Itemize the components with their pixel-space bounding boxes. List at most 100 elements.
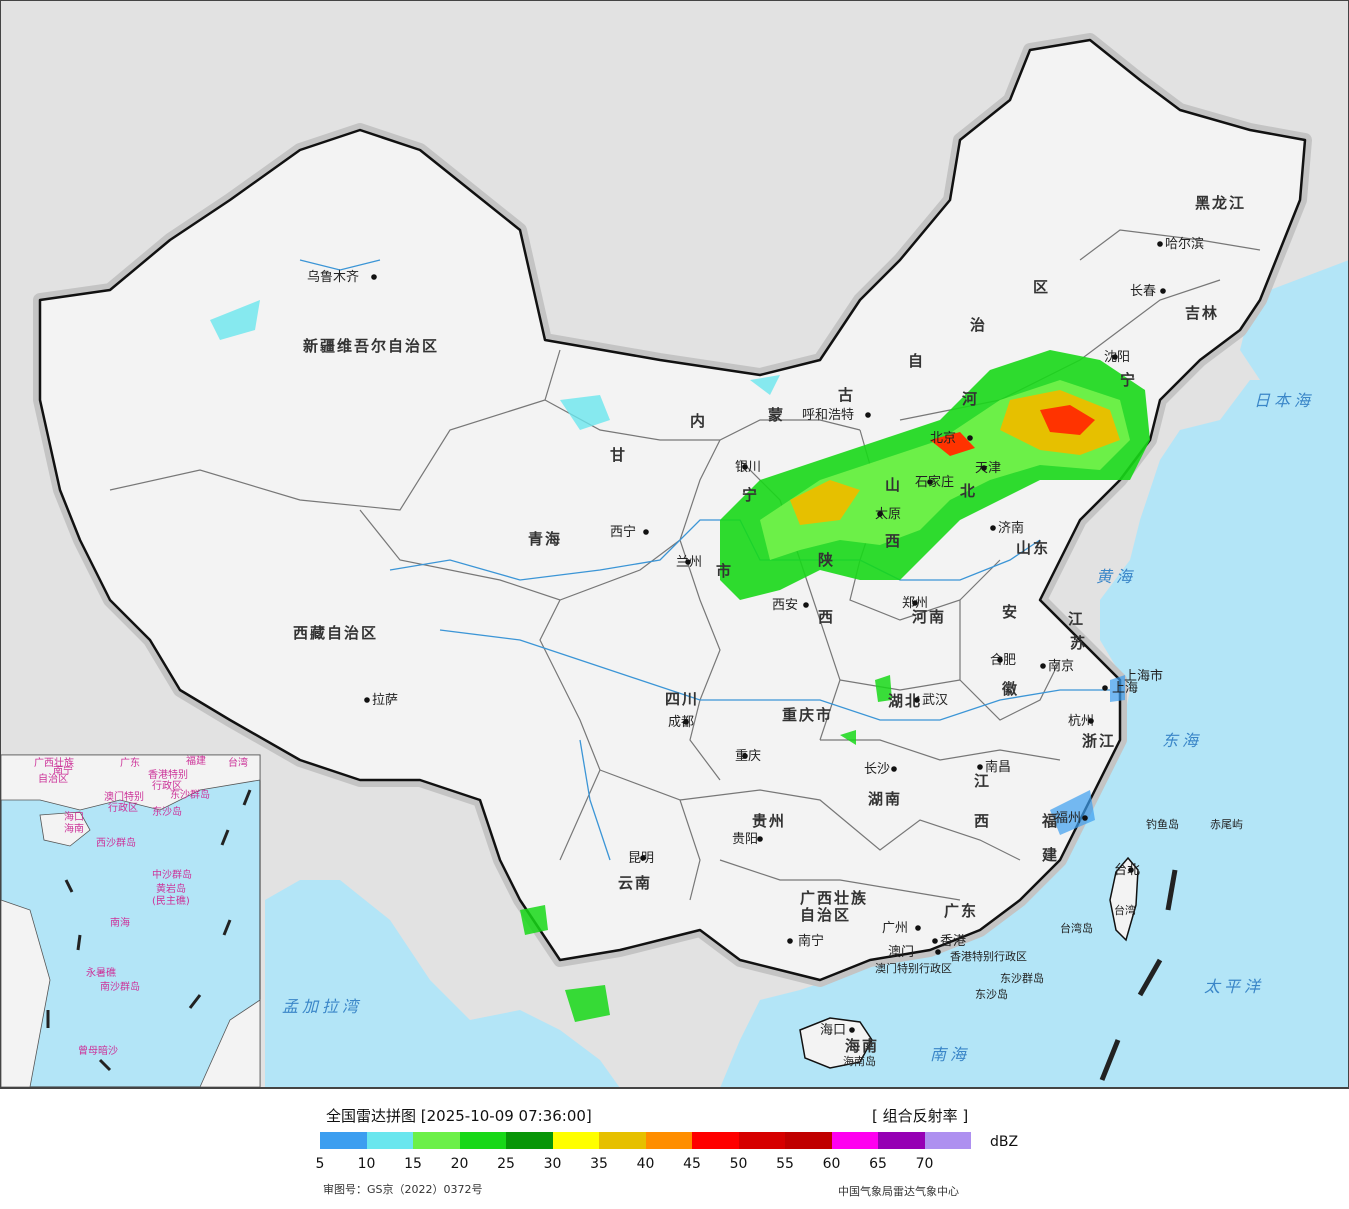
color-swatch bbox=[785, 1132, 832, 1149]
sea-west bbox=[265, 880, 620, 1088]
province-label: 广西壮族 bbox=[800, 889, 868, 907]
color-swatch bbox=[878, 1132, 925, 1149]
color-swatch bbox=[506, 1132, 553, 1149]
city-marker bbox=[990, 525, 996, 531]
special-label: 香港特别行政区 bbox=[950, 949, 1027, 963]
province-label: 湖南 bbox=[868, 790, 902, 808]
color-swatch bbox=[459, 1132, 506, 1149]
province-label: 徽 bbox=[1001, 680, 1019, 698]
color-swatch bbox=[552, 1132, 599, 1149]
city-label: 长沙 bbox=[864, 762, 890, 777]
inset-label: 广西壮族 bbox=[34, 756, 74, 769]
city-label: 上海市 bbox=[1124, 668, 1163, 684]
province-label: 重庆市 bbox=[782, 706, 833, 724]
color-swatch bbox=[413, 1132, 460, 1149]
province-label: 古 bbox=[838, 386, 855, 404]
tick-label: 35 bbox=[590, 1156, 608, 1172]
city-marker bbox=[981, 465, 987, 471]
color-swatch bbox=[320, 1132, 367, 1149]
tick-label: 5 bbox=[315, 1156, 325, 1172]
city-marker bbox=[787, 938, 793, 944]
color-swatch bbox=[366, 1132, 413, 1149]
city-marker bbox=[1160, 288, 1166, 294]
province-label: 山 bbox=[885, 476, 902, 494]
tick-label: 25 bbox=[497, 1156, 515, 1172]
city-marker bbox=[997, 657, 1003, 663]
province-label: 治 bbox=[970, 316, 987, 334]
tick-label: 65 bbox=[869, 1156, 887, 1172]
sea-label: 黄海 bbox=[1096, 567, 1136, 586]
special-label: 台湾 bbox=[1114, 903, 1136, 917]
city-marker bbox=[967, 435, 973, 441]
province-label: 河南 bbox=[912, 608, 946, 626]
city-marker bbox=[371, 274, 377, 280]
city-marker bbox=[1040, 663, 1046, 669]
province-label: 西藏自治区 bbox=[293, 624, 378, 642]
sea-japan bbox=[1240, 260, 1349, 380]
city-marker bbox=[1112, 354, 1118, 360]
city-marker bbox=[757, 836, 763, 842]
product-name: [ 组合反射率 ] bbox=[872, 1107, 969, 1125]
unit-label: dBZ bbox=[990, 1134, 1019, 1150]
province-label: 青海 bbox=[528, 530, 562, 548]
inset-label: 中沙群岛 bbox=[152, 868, 192, 881]
province-label: 河 bbox=[962, 390, 979, 408]
city-marker bbox=[927, 479, 933, 485]
approval-number: 审图号：GS京（2022）0372号 bbox=[323, 1183, 483, 1196]
city-marker bbox=[932, 938, 938, 944]
province-label: 内 bbox=[690, 412, 707, 430]
inset-label: 广东 bbox=[120, 756, 140, 769]
city-label: 西安 bbox=[772, 598, 798, 613]
province-label: 西 bbox=[885, 532, 902, 550]
province-label: 湖北 bbox=[888, 692, 922, 710]
city-marker bbox=[1088, 718, 1094, 724]
inset-label: 福建 bbox=[186, 754, 206, 767]
province-label: 建 bbox=[1042, 846, 1059, 864]
city-marker bbox=[877, 511, 883, 517]
city-label: 济南 bbox=[998, 520, 1024, 536]
city-label: 上海 bbox=[1112, 681, 1138, 696]
city-label: 台北 bbox=[1114, 863, 1140, 878]
province-label: 陕 bbox=[818, 551, 835, 569]
inset-label: 南沙群岛 bbox=[100, 980, 140, 993]
legend-panel: 全国雷达拼图 [2025-10-09 07:36:00] [ 组合反射率 ] 5… bbox=[0, 1088, 1349, 1209]
city-marker bbox=[1128, 867, 1134, 873]
city-marker bbox=[891, 766, 897, 772]
color-bar bbox=[320, 1132, 971, 1149]
city-marker bbox=[742, 464, 748, 470]
inset-label: 行政区 bbox=[108, 801, 138, 814]
agency-name: 中国气象局雷达气象中心 bbox=[838, 1185, 959, 1198]
city-label: 香港 bbox=[940, 934, 966, 949]
inset-label: 曾母暗沙 bbox=[78, 1044, 118, 1057]
city-marker bbox=[1102, 685, 1108, 691]
echo-coast bbox=[1050, 675, 1125, 835]
city-label: 银川 bbox=[735, 460, 761, 475]
special-label: 海南岛 bbox=[843, 1054, 876, 1068]
city-label: 澳门 bbox=[888, 944, 914, 960]
city-marker bbox=[683, 719, 689, 725]
city-marker bbox=[643, 529, 649, 535]
city-marker bbox=[1082, 815, 1088, 821]
city-label: 广州 bbox=[882, 921, 908, 936]
city-marker bbox=[364, 697, 370, 703]
province-label: 市 bbox=[716, 562, 733, 580]
tick-label: 20 bbox=[450, 1156, 469, 1172]
city-label: 海口 bbox=[820, 1023, 846, 1038]
taiwan-island bbox=[1109, 856, 1139, 942]
city-marker bbox=[1157, 241, 1163, 247]
province-label: 宁 bbox=[742, 486, 759, 504]
inset-label: 海口 bbox=[64, 810, 84, 823]
color-swatch bbox=[924, 1132, 971, 1149]
inset-label: 澳门特别 bbox=[104, 790, 144, 803]
inset-label: 自治区 bbox=[38, 772, 68, 785]
inset-label: 西沙群岛 bbox=[96, 836, 136, 849]
province-label: 北 bbox=[960, 482, 977, 500]
province-label: 吉林 bbox=[1185, 304, 1219, 322]
tick-label: 45 bbox=[683, 1156, 701, 1172]
city-marker bbox=[849, 1027, 855, 1033]
province-label: 安 bbox=[1002, 603, 1019, 621]
city-label: 呼和浩特 bbox=[802, 408, 854, 423]
